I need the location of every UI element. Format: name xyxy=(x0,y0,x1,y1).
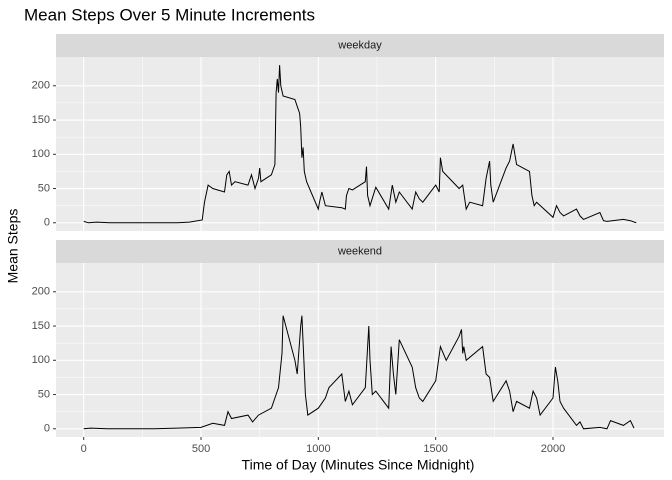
line xyxy=(83,65,637,224)
y-tick-label: 150 xyxy=(32,320,50,332)
x-tick-label: 0 xyxy=(81,443,87,455)
y-axis-label: Mean Steps xyxy=(5,209,21,284)
y-tick-label: 150 xyxy=(32,114,50,126)
strip-label: weekend xyxy=(337,245,382,257)
y-tick-label: 200 xyxy=(32,286,50,298)
panel xyxy=(56,57,664,231)
chart-title: Mean Steps Over 5 Minute Increments xyxy=(24,5,315,24)
y-tick-label: 200 xyxy=(32,80,50,92)
y-tick-label: 100 xyxy=(32,354,50,366)
strip xyxy=(56,34,664,57)
y-tick-label: 50 xyxy=(38,182,50,194)
x-tick-label: 500 xyxy=(192,443,210,455)
y-tick-label: 0 xyxy=(44,423,50,435)
strip xyxy=(56,240,664,263)
x-tick-label: 2000 xyxy=(541,443,565,455)
strip-label: weekday xyxy=(337,39,382,51)
x-tick-label: 1500 xyxy=(423,443,447,455)
x-tick-label: 1000 xyxy=(306,443,330,455)
y-tick-label: 50 xyxy=(38,388,50,400)
x-axis-label: Time of Day (Minutes Since Midnight) xyxy=(242,457,475,473)
line xyxy=(83,315,635,430)
y-tick-label: 0 xyxy=(44,217,50,229)
panel xyxy=(56,263,664,437)
y-tick-label: 100 xyxy=(32,148,50,160)
